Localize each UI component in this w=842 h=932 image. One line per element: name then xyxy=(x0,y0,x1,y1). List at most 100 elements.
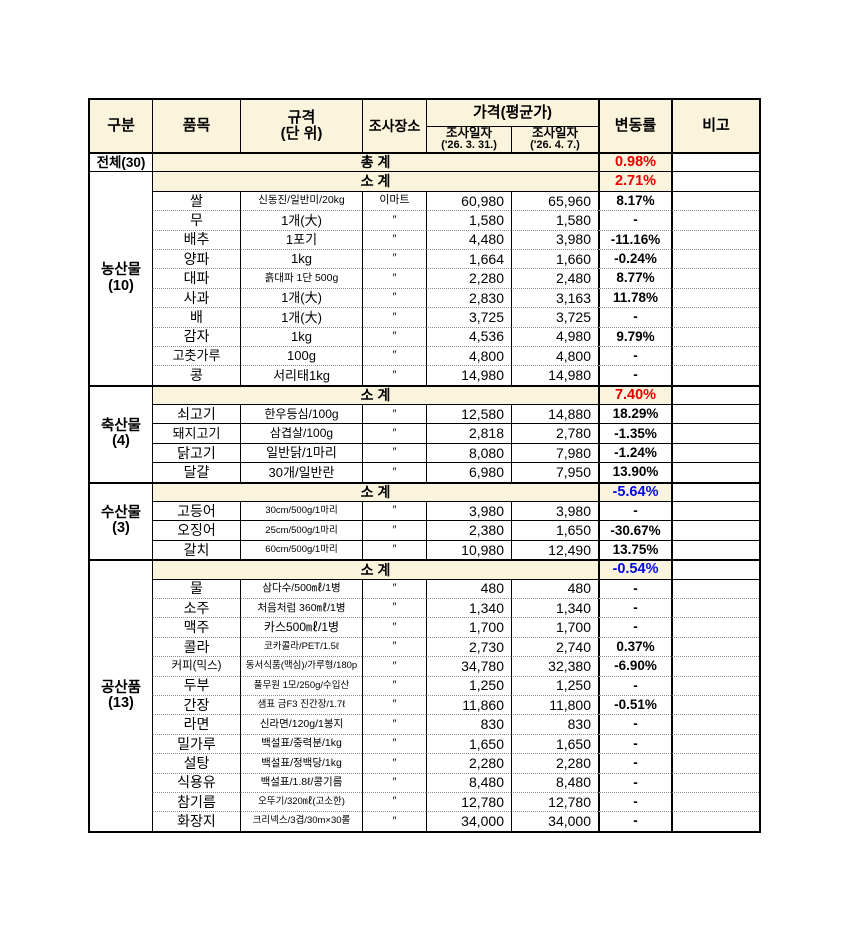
subtotal-label-cell: 소 계 xyxy=(152,481,598,502)
note-cell xyxy=(671,694,759,715)
item-name-cell: 갈치 xyxy=(152,539,240,560)
place-cell: ″ xyxy=(362,210,426,230)
item-name-cell: 화장지 xyxy=(152,811,240,831)
note-cell xyxy=(671,753,759,773)
change-cell: -1.24% xyxy=(598,442,671,463)
subtotal-label-cell: 소 계 xyxy=(152,384,598,405)
subtotal-note-cell xyxy=(671,171,759,191)
place-cell: ″ xyxy=(362,442,426,463)
price1-cell: 6,980 xyxy=(426,462,511,482)
category-cell: 농산물 (10) xyxy=(90,171,152,384)
price2-cell: 4,800 xyxy=(511,345,598,366)
total-category-cell: 전체(30) xyxy=(90,152,152,171)
place-cell: ″ xyxy=(362,345,426,366)
header-item: 품목 xyxy=(152,100,240,152)
subtotal-change-cell: -0.54% xyxy=(598,559,671,579)
category-cell: 수산물 (3) xyxy=(90,481,152,560)
change-cell: - xyxy=(598,597,671,618)
spec-cell: 1개(大) xyxy=(240,210,362,230)
price2-cell: 480 xyxy=(511,578,598,598)
spec-cell: 1kg xyxy=(240,326,362,346)
price2-cell: 1,660 xyxy=(511,248,598,269)
change-cell: -0.51% xyxy=(598,694,671,715)
price1-cell: 3,980 xyxy=(426,501,511,521)
price2-cell: 1,580 xyxy=(511,210,598,230)
header-note: 비고 xyxy=(671,100,759,152)
note-cell xyxy=(671,539,759,560)
category-cell: 공산품 (13) xyxy=(90,559,152,830)
item-name-cell: 고등어 xyxy=(152,501,240,521)
header-place: 조사장소 xyxy=(362,100,426,152)
change-cell: - xyxy=(598,578,671,598)
spec-cell: 25cm/500g/1마리 xyxy=(240,520,362,540)
price2-cell: 11,800 xyxy=(511,694,598,715)
spec-cell: 크리넥스/3겹/30m×30롤 xyxy=(240,811,362,831)
change-cell: - xyxy=(598,210,671,230)
header-date1: 조사일자 ('26. 3. 31.) xyxy=(426,126,511,152)
place-cell: ″ xyxy=(362,694,426,715)
item-name-cell: 돼지고기 xyxy=(152,423,240,443)
place-cell: ″ xyxy=(362,462,426,482)
price1-cell: 2,380 xyxy=(426,520,511,540)
price1-cell: 2,818 xyxy=(426,423,511,443)
change-cell: 9.79% xyxy=(598,326,671,346)
note-cell xyxy=(671,345,759,366)
spec-cell: 동서식품(맥심)/가루형/180p xyxy=(240,656,362,676)
spec-cell: 오뚜기/320㎖(고소한) xyxy=(240,791,362,812)
price2-cell: 3,163 xyxy=(511,287,598,308)
place-cell: ″ xyxy=(362,675,426,695)
header-date2: 조사일자 ('26. 4. 7.) xyxy=(511,126,598,152)
header-date2-line2: ('26. 4. 7.) xyxy=(530,139,580,152)
price1-cell: 830 xyxy=(426,714,511,734)
spec-cell: 신라면/120g/1봉지 xyxy=(240,714,362,734)
price2-cell: 1,250 xyxy=(511,675,598,695)
price1-cell: 1,580 xyxy=(426,210,511,230)
note-cell xyxy=(671,791,759,812)
item-name-cell: 커피(믹스) xyxy=(152,656,240,676)
note-cell xyxy=(671,501,759,521)
change-cell: 11.78% xyxy=(598,287,671,308)
place-cell: ″ xyxy=(362,597,426,618)
place-cell: ″ xyxy=(362,365,426,385)
price2-cell: 830 xyxy=(511,714,598,734)
subtotal-change-cell: -5.64% xyxy=(598,481,671,502)
place-cell: ″ xyxy=(362,539,426,560)
price1-cell: 1,250 xyxy=(426,675,511,695)
price1-cell: 4,480 xyxy=(426,229,511,249)
price2-cell: 14,880 xyxy=(511,404,598,424)
category-label: 수산물 xyxy=(100,505,142,522)
item-name-cell: 쌀 xyxy=(152,190,240,211)
item-name-cell: 배추 xyxy=(152,229,240,249)
price1-cell: 1,700 xyxy=(426,617,511,637)
price2-cell: 3,980 xyxy=(511,501,598,521)
note-cell xyxy=(671,326,759,346)
price2-cell: 12,780 xyxy=(511,791,598,812)
price2-cell: 1,650 xyxy=(511,520,598,540)
price1-cell: 14,980 xyxy=(426,365,511,385)
item-name-cell: 참기름 xyxy=(152,791,240,812)
header-change: 변동률 xyxy=(598,100,671,152)
change-cell: - xyxy=(598,307,671,327)
price2-cell: 7,980 xyxy=(511,442,598,463)
price2-cell: 14,980 xyxy=(511,365,598,385)
change-cell: - xyxy=(598,365,671,385)
subtotal-note-cell xyxy=(671,559,759,579)
note-cell xyxy=(671,636,759,657)
place-cell: ″ xyxy=(362,578,426,598)
price2-cell: 2,740 xyxy=(511,636,598,657)
category-cell: 축산물 (4) xyxy=(90,384,152,482)
spec-cell: 풀무원 1모/250g/수입산 xyxy=(240,675,362,695)
note-cell xyxy=(671,656,759,676)
item-name-cell: 맥주 xyxy=(152,617,240,637)
place-cell: ″ xyxy=(362,501,426,521)
item-name-cell: 식용유 xyxy=(152,772,240,792)
change-cell: -1.35% xyxy=(598,423,671,443)
price1-cell: 4,536 xyxy=(426,326,511,346)
price2-cell: 2,780 xyxy=(511,423,598,443)
place-cell: ″ xyxy=(362,423,426,443)
place-cell: ″ xyxy=(362,656,426,676)
item-name-cell: 밀가루 xyxy=(152,733,240,754)
spec-cell: 서리태1kg xyxy=(240,365,362,385)
note-cell xyxy=(671,772,759,792)
place-cell: ″ xyxy=(362,733,426,754)
